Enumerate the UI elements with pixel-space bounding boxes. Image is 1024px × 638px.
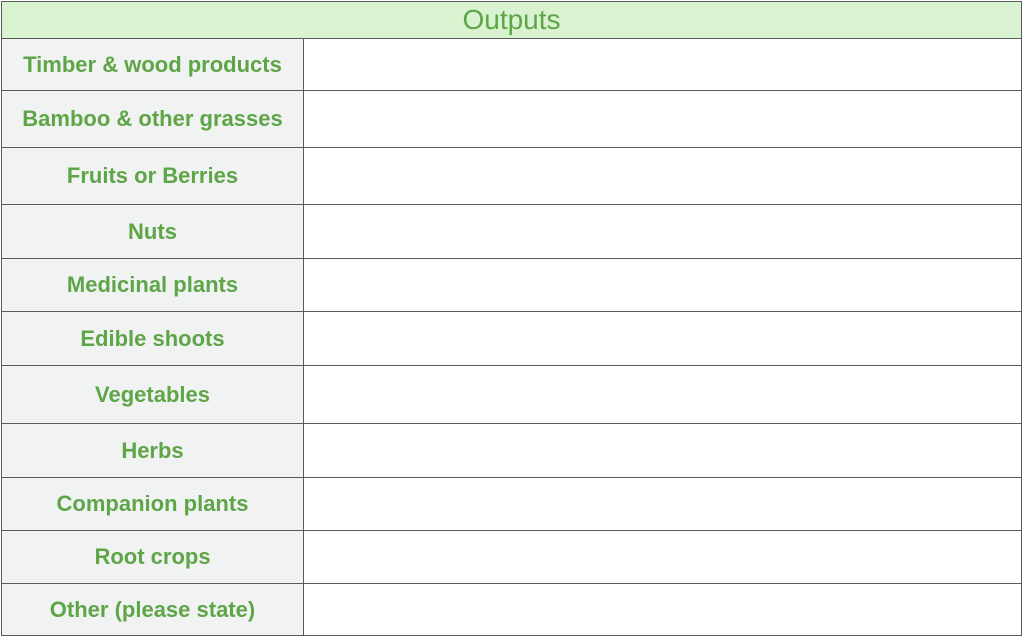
row-label-nuts: Nuts <box>2 205 304 259</box>
row-label-timber: Timber & wood products <box>2 39 304 91</box>
row-input-root-crops[interactable] <box>304 531 1021 584</box>
row-label-vegetables: Vegetables <box>2 366 304 424</box>
row-input-nuts[interactable] <box>304 205 1021 259</box>
row-label-herbs: Herbs <box>2 424 304 478</box>
row-input-medicinal[interactable] <box>304 259 1021 312</box>
row-label-root-crops: Root crops <box>2 531 304 584</box>
row-input-fruits[interactable] <box>304 148 1021 205</box>
row-input-herbs[interactable] <box>304 424 1021 478</box>
row-label-medicinal: Medicinal plants <box>2 259 304 312</box>
row-input-edible-shoots[interactable] <box>304 312 1021 366</box>
row-input-timber[interactable] <box>304 39 1021 91</box>
row-label-edible-shoots: Edible shoots <box>2 312 304 366</box>
row-input-vegetables[interactable] <box>304 366 1021 424</box>
table-title: Outputs <box>2 2 1021 39</box>
row-input-companion[interactable] <box>304 478 1021 531</box>
row-label-other: Other (please state) <box>2 584 304 635</box>
row-input-bamboo[interactable] <box>304 91 1021 148</box>
row-label-companion: Companion plants <box>2 478 304 531</box>
row-input-other[interactable] <box>304 584 1021 635</box>
row-label-bamboo: Bamboo & other grasses <box>2 91 304 148</box>
row-label-fruits: Fruits or Berries <box>2 148 304 205</box>
